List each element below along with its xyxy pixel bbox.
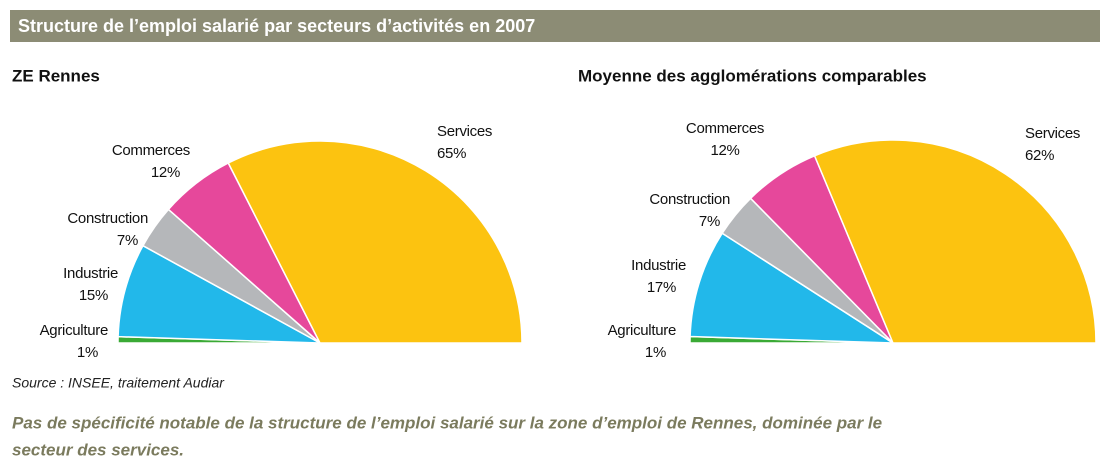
pie-slice bbox=[813, 139, 1097, 344]
slice-label: Services bbox=[1025, 125, 1080, 142]
source: Source : INSEE, traitement Audiar bbox=[12, 375, 225, 391]
chart-title: ZE Rennes bbox=[12, 66, 100, 85]
caption: Pas de spécificité notable de la structu… bbox=[12, 413, 882, 432]
pie-slice bbox=[117, 244, 321, 344]
header-title: Structure de l’emploi salarié par secteu… bbox=[18, 16, 535, 36]
slice-value-label: 65% bbox=[437, 145, 466, 162]
slice-value-label: 15% bbox=[79, 287, 108, 304]
slice-label: Industrie bbox=[631, 257, 686, 274]
slice-value-label: 62% bbox=[1025, 147, 1054, 164]
slice-label: Agriculture bbox=[608, 322, 676, 339]
pie-slice bbox=[227, 140, 523, 344]
slice-value-label: 12% bbox=[710, 142, 739, 159]
caption: secteur des services. bbox=[12, 440, 184, 459]
slice-value-label: 7% bbox=[699, 213, 720, 230]
chart-title: Moyenne des agglomérations comparables bbox=[578, 66, 927, 85]
slice-value-label: 7% bbox=[117, 232, 138, 249]
slice-label: Construction bbox=[67, 210, 148, 227]
slice-label: Agriculture bbox=[40, 322, 108, 339]
slice-label: Commerces bbox=[112, 142, 190, 159]
slice-label: Services bbox=[437, 123, 492, 140]
slice-label: Commerces bbox=[686, 120, 764, 137]
header-bar bbox=[10, 10, 1100, 42]
pie-slice bbox=[689, 232, 896, 344]
slice-label: Industrie bbox=[63, 265, 118, 282]
slice-value-label: 12% bbox=[151, 164, 180, 181]
slice-label: Construction bbox=[649, 191, 730, 208]
slice-value-label: 1% bbox=[645, 344, 666, 361]
slice-value-label: 1% bbox=[77, 344, 98, 361]
slice-value-label: 17% bbox=[647, 279, 676, 296]
